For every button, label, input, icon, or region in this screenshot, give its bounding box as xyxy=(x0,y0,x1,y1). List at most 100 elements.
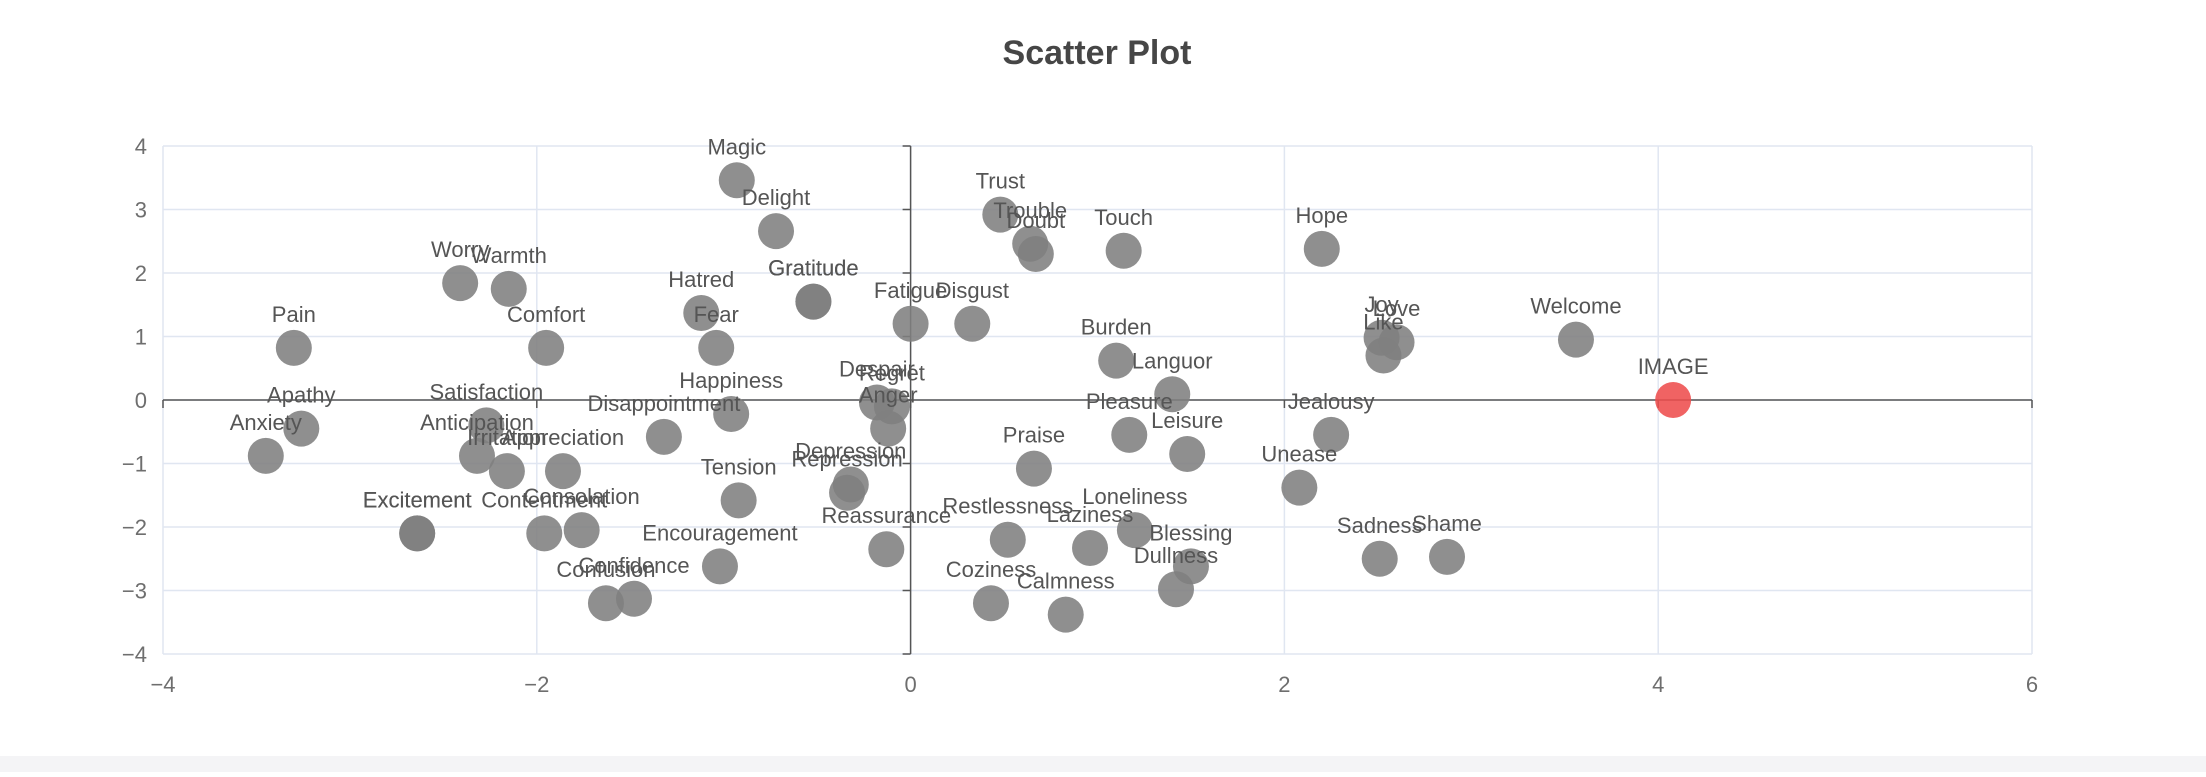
data-point xyxy=(490,270,527,307)
data-point xyxy=(458,437,495,474)
data-point xyxy=(1017,235,1054,272)
data-point-label: Appreciation xyxy=(502,425,624,450)
data-point xyxy=(283,410,320,447)
data-point xyxy=(1281,469,1318,506)
data-point-label: Leisure xyxy=(1151,408,1223,433)
y-tick-label: −2 xyxy=(122,515,147,540)
chart-title: Scatter Plot xyxy=(1003,34,1192,72)
data-point xyxy=(972,585,1009,622)
data-point-label: Repression xyxy=(791,447,902,472)
data-point-label: Calmness xyxy=(1017,569,1115,594)
point-layer xyxy=(247,162,1692,633)
x-tick-label: −2 xyxy=(524,672,549,697)
data-point-label: Confusion xyxy=(556,557,655,582)
data-point-label: Reassurance xyxy=(821,503,951,528)
data-point-label: Fear xyxy=(694,302,739,327)
data-point xyxy=(544,453,581,490)
y-tick-label: 0 xyxy=(135,388,147,413)
data-point-label: Languor xyxy=(1132,348,1213,373)
highlight-point-label: IMAGE xyxy=(1638,354,1709,379)
data-point-label: Warmth xyxy=(471,243,547,268)
data-point xyxy=(468,407,505,444)
data-point xyxy=(1098,342,1135,379)
data-point xyxy=(718,162,755,199)
x-tick-label: 4 xyxy=(1652,672,1664,697)
data-point-label: Satisfaction xyxy=(429,379,543,404)
y-tick-label: −3 xyxy=(122,579,147,604)
data-point-label: Anticipation xyxy=(420,410,534,435)
data-point xyxy=(247,437,284,474)
data-point-label: Hatred xyxy=(668,267,734,292)
data-point-label: Doubt xyxy=(1006,208,1065,233)
data-point xyxy=(526,515,563,552)
data-point-label: Delight xyxy=(742,185,810,210)
data-point-label: Praise xyxy=(1003,423,1065,448)
data-point-label: Fatigue xyxy=(874,278,947,303)
data-point-label: Burden xyxy=(1081,315,1152,340)
data-point xyxy=(645,418,682,455)
data-point xyxy=(1157,571,1194,608)
data-point-label: Regret xyxy=(859,360,925,385)
data-point xyxy=(701,548,738,585)
data-point xyxy=(698,329,735,366)
data-point xyxy=(488,453,525,490)
data-point xyxy=(1116,512,1153,549)
data-point xyxy=(720,482,757,519)
data-point xyxy=(954,305,991,342)
y-tick-label: 4 xyxy=(135,134,147,159)
data-point-label: Tension xyxy=(701,454,777,479)
bottom-strip xyxy=(0,756,2206,772)
data-point xyxy=(1105,232,1142,269)
data-point-label: Contentment xyxy=(481,487,607,512)
data-point xyxy=(563,512,600,549)
x-tick-label: 2 xyxy=(1278,672,1290,697)
data-point-label: Anger xyxy=(859,383,918,408)
data-point-label: Love xyxy=(1373,296,1421,321)
data-point-label: Confidence xyxy=(578,553,689,578)
data-point-label: Gratitude xyxy=(768,256,859,281)
data-point-label: Pain xyxy=(272,302,316,327)
data-point xyxy=(758,213,795,250)
data-point xyxy=(795,283,832,320)
data-point-label: Blessing xyxy=(1149,520,1232,545)
data-point-label: Laziness xyxy=(1047,502,1134,527)
data-point-label: Anxiety xyxy=(230,410,302,435)
data-point xyxy=(587,585,624,622)
y-tick-label: 2 xyxy=(135,261,147,286)
x-tick-label: −4 xyxy=(150,672,175,697)
data-point-label: Like xyxy=(1363,310,1403,335)
data-point xyxy=(528,329,565,366)
y-tick-label: 1 xyxy=(135,325,147,350)
data-point xyxy=(868,531,905,568)
data-point-label: Coziness xyxy=(946,557,1036,582)
data-point xyxy=(615,580,652,617)
data-point-label: Magic xyxy=(707,134,766,159)
data-point-label: Unease xyxy=(1261,442,1337,467)
data-point-label: Worry xyxy=(431,237,489,262)
x-tick-label: 0 xyxy=(904,672,916,697)
data-point-label: Restlessness xyxy=(942,494,1073,519)
data-point-label: Trouble xyxy=(993,198,1067,223)
data-point xyxy=(892,305,929,342)
data-point xyxy=(829,474,866,511)
data-point xyxy=(1365,337,1402,374)
data-point-label: Apathy xyxy=(267,383,336,408)
data-point-label: Pleasure xyxy=(1086,389,1173,414)
data-point xyxy=(1047,596,1084,633)
data-point xyxy=(870,410,907,447)
data-point-label: Sadness xyxy=(1337,513,1423,538)
data-point-label: Disgust xyxy=(936,278,1009,303)
y-tick-label: −1 xyxy=(122,452,147,477)
axis-layer xyxy=(162,145,2033,655)
data-point-label: Irritation xyxy=(467,425,546,450)
data-point xyxy=(1072,529,1109,566)
data-point-label: Excitement xyxy=(363,487,472,512)
data-point-label: Trust xyxy=(976,169,1025,194)
data-point-label: Touch xyxy=(1094,205,1153,230)
data-point xyxy=(399,515,436,552)
data-point-label: Hope xyxy=(1295,203,1348,228)
data-point xyxy=(989,521,1026,558)
data-point-label: Happiness xyxy=(679,368,783,393)
